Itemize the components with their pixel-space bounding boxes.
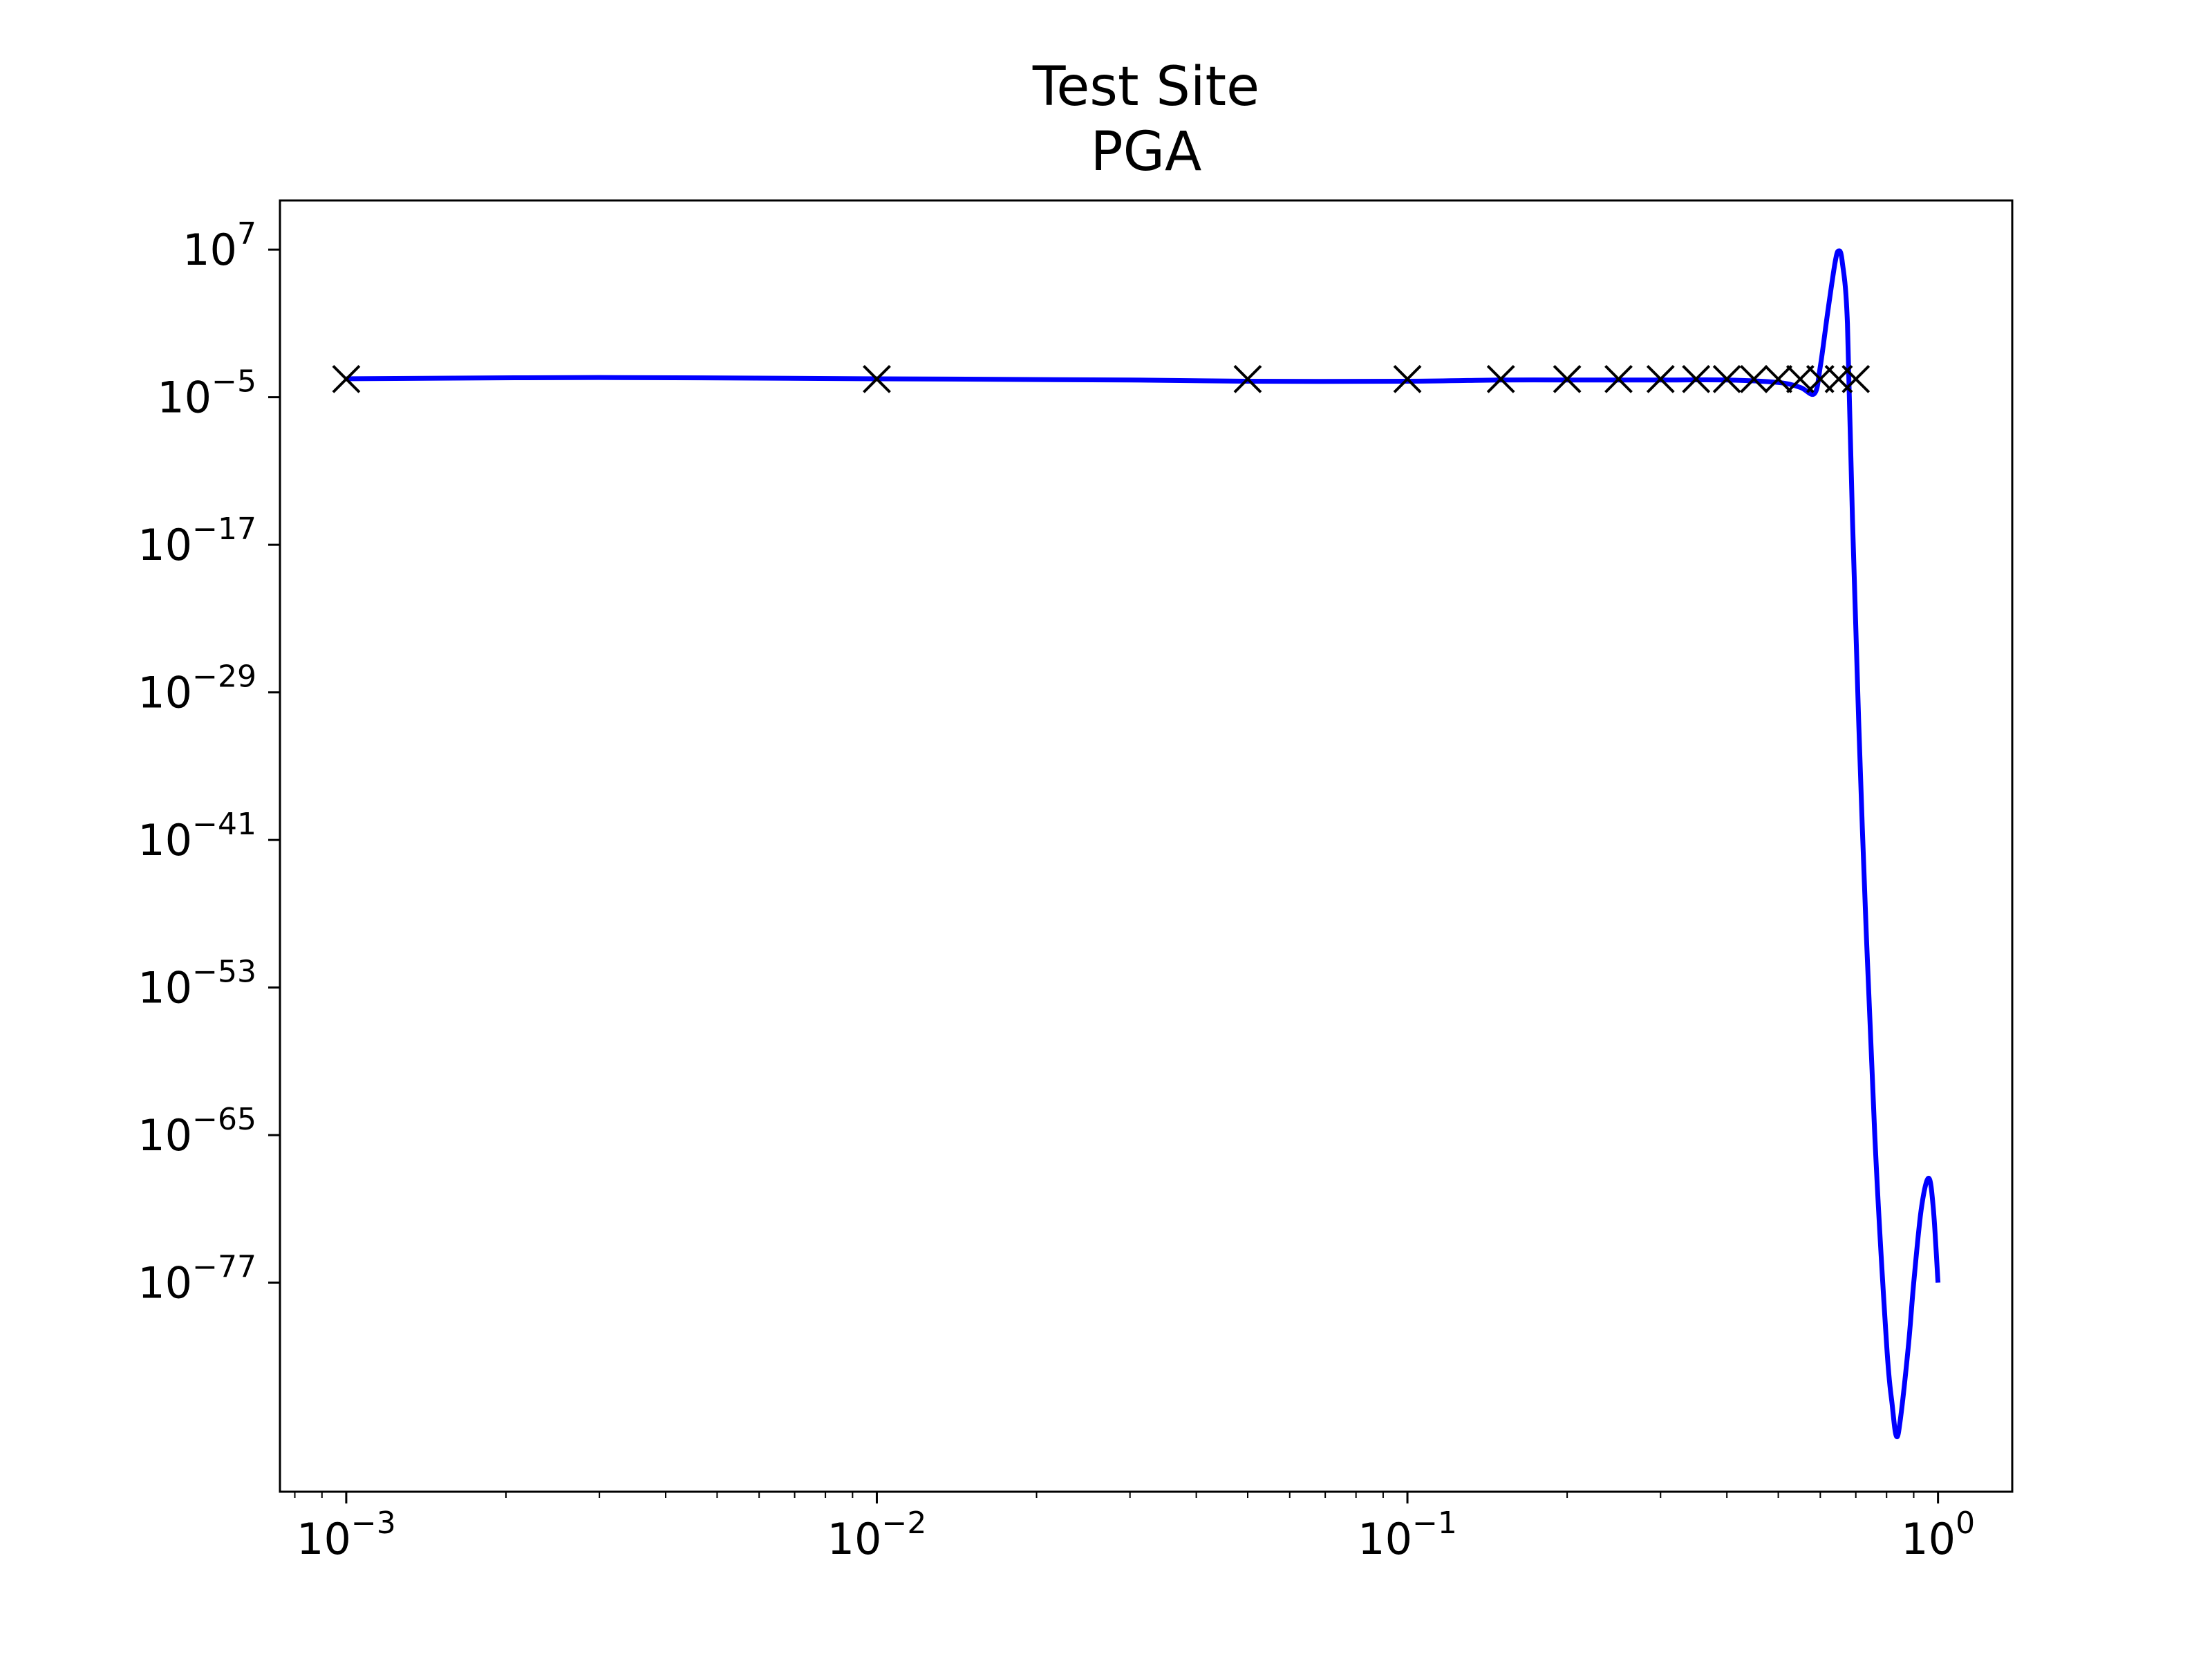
- data-point-marker: [1785, 364, 1815, 393]
- y-tick-label: 10−29: [138, 659, 256, 718]
- data-point-marker: [1646, 364, 1675, 393]
- x-axis: 10−3 10−2 10−1 100: [297, 1492, 1975, 1564]
- data-point-marker: [1740, 364, 1768, 393]
- x-tick-label: 100: [1901, 1506, 1975, 1564]
- data-point-marker: [1712, 364, 1741, 393]
- data-point-marker: [1682, 364, 1711, 393]
- plot-area-frame: [279, 199, 2014, 1493]
- data-point-marker: [1393, 364, 1422, 393]
- data-point-marker: [1486, 364, 1515, 393]
- chart-title: Test Site: [1032, 56, 1259, 118]
- x-tick-label: 10−1: [1358, 1506, 1457, 1564]
- y-tick-label: 107: [182, 216, 256, 275]
- y-tick-label: 10−5: [157, 364, 256, 423]
- data-point-marker: [332, 364, 361, 393]
- y-tick-label: 10−65: [138, 1102, 256, 1161]
- series-layer: [332, 248, 1941, 1440]
- y-axis: 107 10−5 10−17 10−29 10−41 10−53 10−65 10−77: [138, 216, 280, 1309]
- data-point-marker: [1604, 364, 1633, 393]
- series-line: [346, 248, 1941, 1440]
- y-tick-label: 10−41: [138, 807, 256, 865]
- data-point-marker: [1841, 364, 1871, 393]
- data-point-marker: [1764, 364, 1792, 393]
- x-tick-label: 10−2: [827, 1506, 927, 1564]
- y-tick-label: 10−53: [138, 955, 256, 1013]
- data-point-marker: [863, 364, 891, 393]
- chart-subtitle: PGA: [1091, 121, 1202, 183]
- data-point-marker: [1553, 364, 1582, 393]
- y-tick-label: 10−77: [138, 1250, 256, 1309]
- x-tick-label: 10−3: [297, 1506, 396, 1564]
- x-minor-ticks: [294, 1492, 1915, 1498]
- data-point-marker: [1233, 364, 1262, 393]
- y-tick-label: 10−17: [138, 512, 256, 570]
